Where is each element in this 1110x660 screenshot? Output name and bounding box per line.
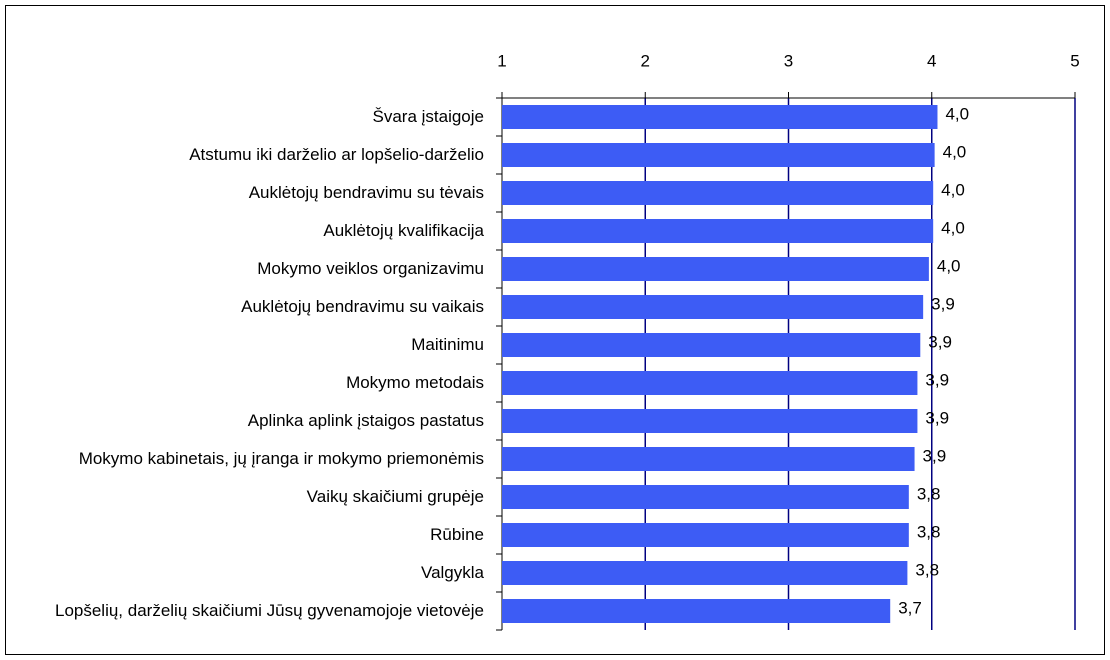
bar	[502, 599, 891, 623]
value-label: 4,0	[937, 256, 961, 275]
bar	[502, 371, 918, 395]
bar	[502, 143, 935, 167]
y-tick-label: Maitinimu	[411, 335, 484, 354]
y-tick-label: Auklėtojų bendravimu su vaikais	[241, 297, 484, 316]
y-tick-label: Atstumu iki darželio ar lopšelio-darželi…	[189, 145, 484, 164]
bar	[502, 447, 915, 471]
value-label: 4,0	[945, 104, 969, 123]
value-label: 3,9	[931, 294, 955, 313]
frame	[5, 5, 1105, 655]
y-tick-label: Švara įstaigoje	[372, 107, 484, 126]
y-tick-label: Auklėtojų bendravimu su tėvais	[248, 183, 484, 202]
y-tick-label: Rūbine	[430, 525, 484, 544]
y-tick-label: Lopšelių, darželių skaičiumi Jūsų gyvena…	[54, 601, 484, 620]
x-tick-label: 1	[497, 51, 506, 70]
value-label: 4,0	[941, 218, 965, 237]
value-label: 4,0	[943, 142, 967, 161]
bar	[502, 295, 924, 319]
bar	[502, 523, 909, 547]
bar	[502, 219, 934, 243]
bar	[502, 181, 934, 205]
value-label: 3,7	[898, 598, 922, 617]
bar	[502, 257, 929, 281]
x-tick-label: 2	[641, 51, 650, 70]
y-tick-label: Auklėtojų kvalifikacija	[323, 221, 484, 240]
y-tick-label: Mokymo veiklos organizavimu	[257, 259, 484, 278]
y-tick-label: Aplinka aplink įstaigos pastatus	[247, 411, 484, 430]
value-label: 3,8	[917, 522, 941, 541]
value-label: 3,9	[925, 370, 949, 389]
value-label: 4,0	[941, 180, 965, 199]
x-tick-label: 4	[927, 51, 936, 70]
y-tick-label: Valgykla	[421, 563, 484, 582]
y-tick-label: Mokymo metodais	[346, 373, 484, 392]
y-tick-label: Mokymo kabinetais, jų įranga ir mokymo p…	[78, 449, 484, 468]
x-tick-label: 3	[784, 51, 793, 70]
bar	[502, 409, 918, 433]
value-label: 3,9	[928, 332, 952, 351]
y-tick-label: Vaikų skaičiumi grupėje	[306, 487, 484, 506]
bar	[502, 105, 938, 129]
x-tick-label: 5	[1070, 51, 1079, 70]
bar	[502, 333, 921, 357]
bar	[502, 485, 909, 509]
value-label: 3,9	[925, 408, 949, 427]
bar	[502, 561, 908, 585]
value-label: 3,8	[915, 560, 939, 579]
value-label: 3,9	[923, 446, 947, 465]
value-label: 3,8	[917, 484, 941, 503]
